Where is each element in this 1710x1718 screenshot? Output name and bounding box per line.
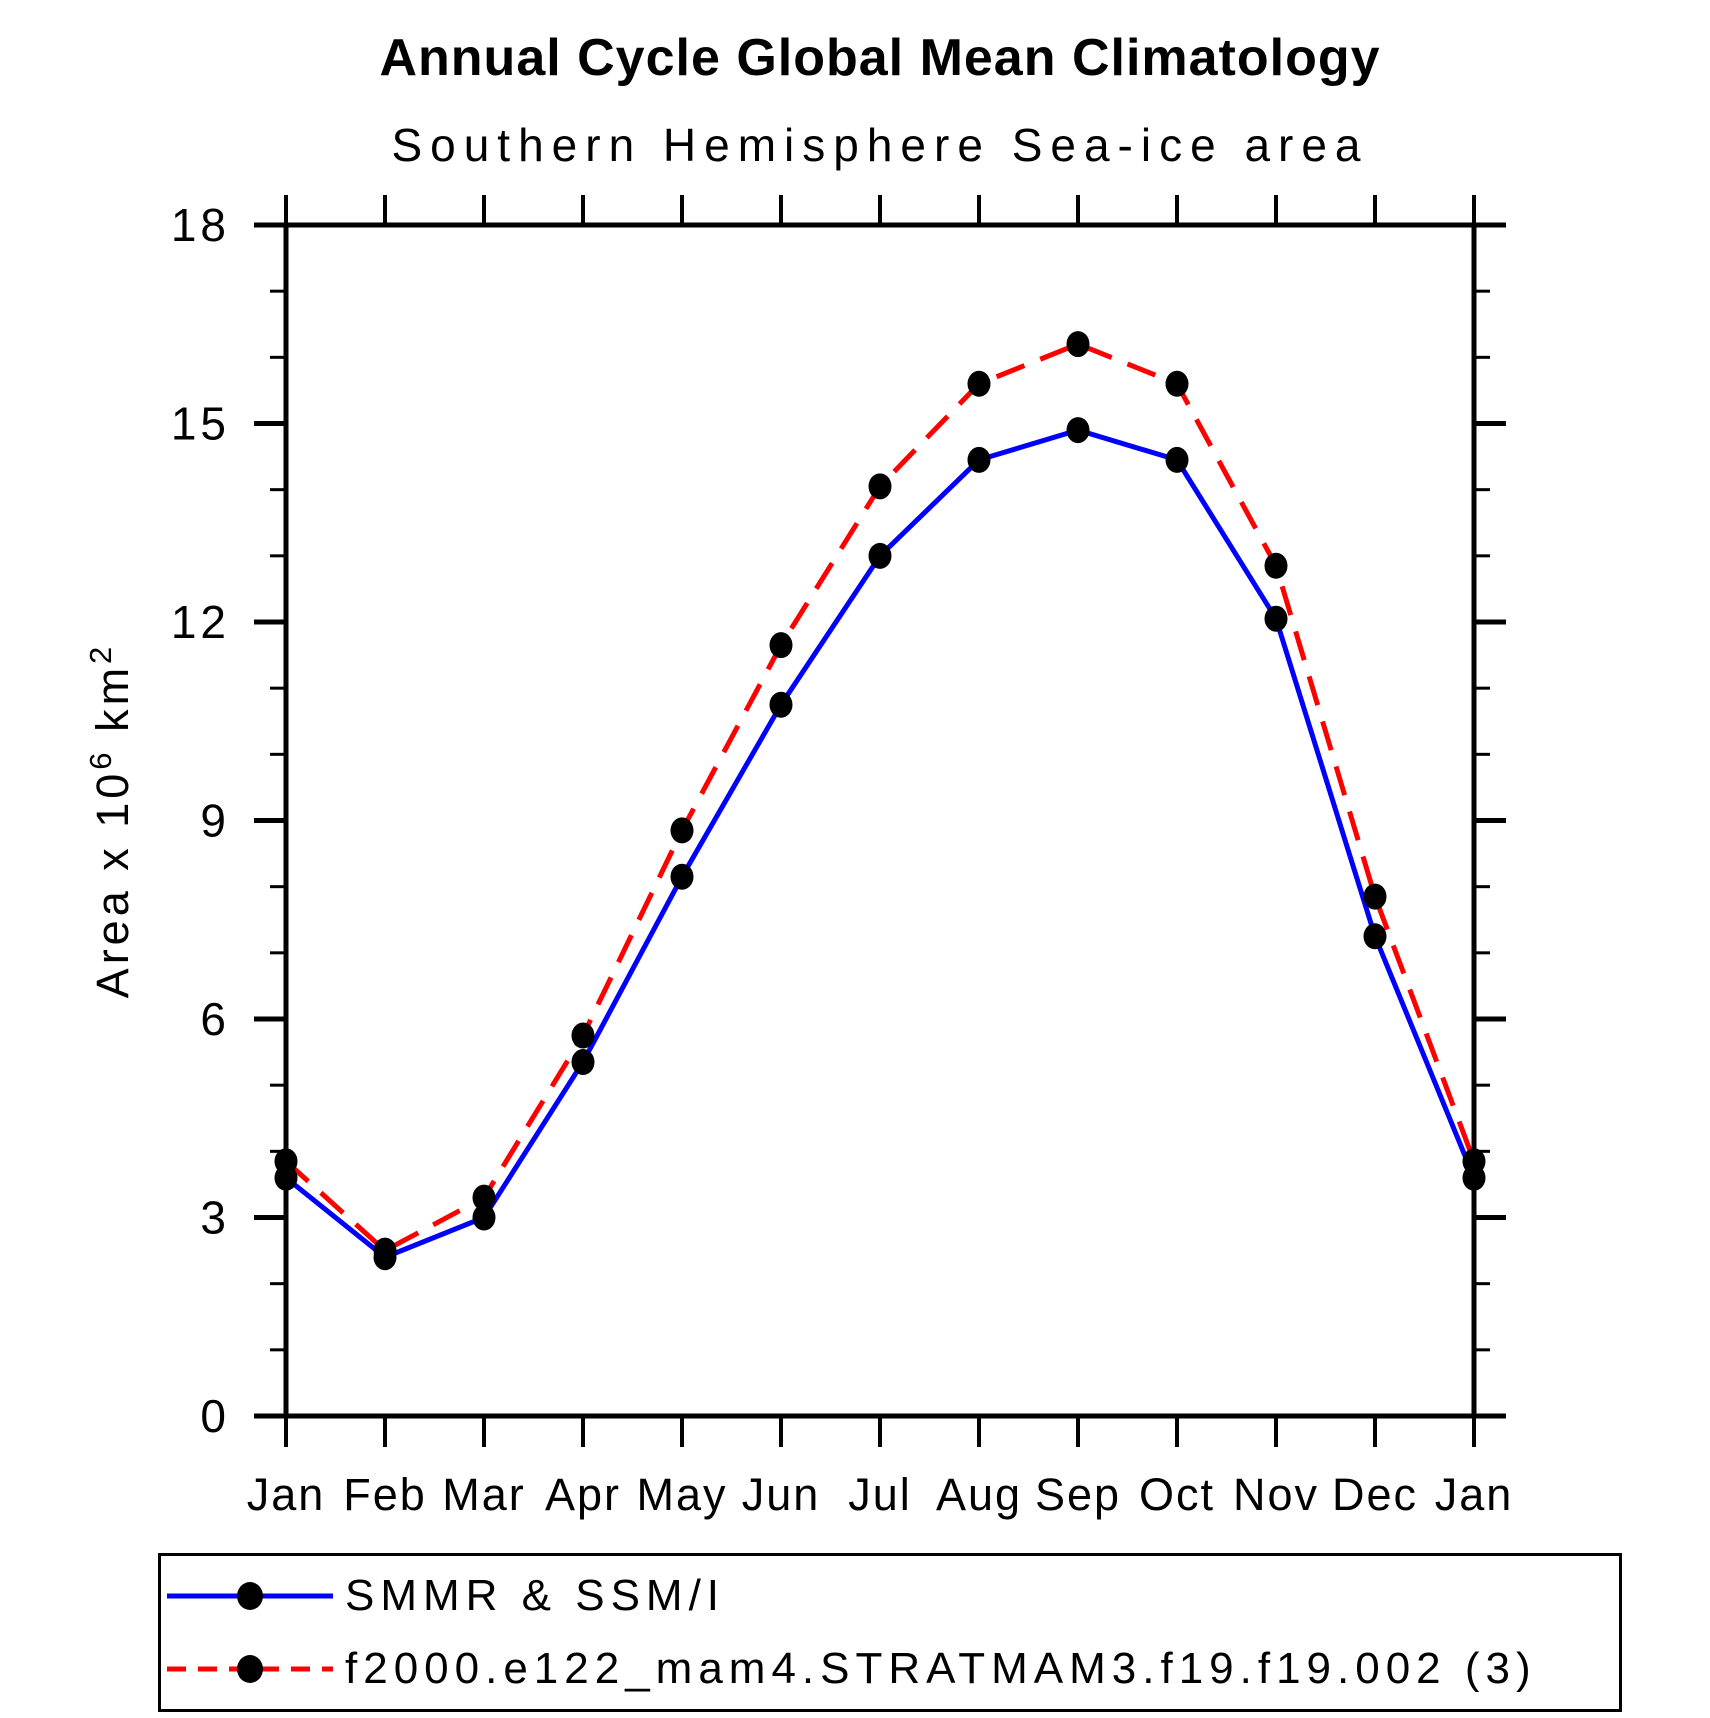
y-axis-tick-label: 3 bbox=[200, 1192, 230, 1244]
data-point-marker bbox=[1462, 1148, 1486, 1175]
data-point-marker bbox=[670, 817, 694, 844]
x-axis-month-label: Dec bbox=[1332, 1469, 1418, 1520]
y-axis-tick-label: 18 bbox=[171, 199, 230, 251]
legend-label-model: f2000.e122_mam4.STRATMAM3.f19.f19.002 (3… bbox=[345, 1644, 1537, 1693]
x-axis-month-label: May bbox=[636, 1469, 727, 1520]
data-point-marker bbox=[967, 370, 991, 397]
data-point-marker bbox=[1363, 883, 1387, 910]
legend-box: SMMR & SSM/I f2000.e122_mam4.STRATMAM3.f… bbox=[158, 1553, 1622, 1712]
data-point-marker bbox=[769, 691, 793, 718]
x-axis-month-label: Apr bbox=[545, 1469, 621, 1520]
data-point-marker bbox=[1066, 331, 1090, 358]
x-axis-month-label: Sep bbox=[1035, 1469, 1121, 1520]
legend-label-smmr: SMMR & SSM/I bbox=[345, 1571, 726, 1620]
data-point-marker bbox=[670, 863, 694, 890]
data-point-marker bbox=[1264, 605, 1288, 632]
y-axis-tick-label: 15 bbox=[171, 398, 230, 450]
data-point-marker bbox=[571, 1049, 595, 1076]
x-axis-month-label: Mar bbox=[442, 1469, 526, 1520]
data-point-marker bbox=[868, 542, 892, 569]
data-point-marker bbox=[868, 473, 892, 500]
legend-line-sample-dashed bbox=[167, 1655, 333, 1683]
x-axis-month-label: Jul bbox=[848, 1469, 912, 1520]
legend-line-sample-solid bbox=[167, 1582, 333, 1610]
data-point-marker bbox=[472, 1204, 496, 1231]
data-point-marker bbox=[571, 1022, 595, 1049]
x-axis-month-label: Jan bbox=[247, 1469, 326, 1520]
y-axis-tick-label: 9 bbox=[200, 795, 230, 847]
data-point-marker bbox=[967, 446, 991, 473]
data-point-marker bbox=[1363, 923, 1387, 950]
data-point-marker bbox=[1264, 552, 1288, 579]
x-axis-month-label: Jan bbox=[1435, 1469, 1514, 1520]
chart-plot-area: 0 3 6 9 12 15 18 Jan Feb Mar Apr May Jun Jul Aug Sep Oct… bbox=[83, 195, 1514, 1520]
data-point-marker bbox=[1066, 417, 1090, 444]
chart-title: Annual Cycle Global Mean Climatology bbox=[379, 29, 1381, 87]
legend-row-model: f2000.e122_mam4.STRATMAM3.f19.f19.002 (3… bbox=[161, 1636, 1619, 1702]
legend-row-smmr: SMMR & SSM/I bbox=[161, 1563, 1619, 1629]
data-point-marker bbox=[274, 1148, 298, 1175]
data-point-marker bbox=[472, 1184, 496, 1211]
data-point-marker bbox=[373, 1237, 397, 1264]
chart-subtitle: Southern Hemisphere Sea-ice area bbox=[391, 119, 1369, 171]
data-point-marker bbox=[1165, 446, 1189, 473]
x-axis-month-label: Aug bbox=[936, 1469, 1022, 1520]
x-axis-month-label: Oct bbox=[1139, 1469, 1215, 1520]
y-axis-tick-label: 0 bbox=[200, 1390, 230, 1442]
x-axis-month-label: Jun bbox=[742, 1469, 821, 1520]
legend-sample-marker bbox=[237, 1582, 263, 1610]
legend-sample-marker bbox=[237, 1655, 263, 1683]
x-axis-month-label: Feb bbox=[343, 1469, 427, 1520]
data-point-marker bbox=[1165, 370, 1189, 397]
y-axis-title: Area x 106 km2 bbox=[83, 643, 138, 999]
y-axis-tick-label: 6 bbox=[200, 993, 230, 1045]
plot-frame bbox=[283, 222, 1477, 1419]
y-axis-tick-label: 12 bbox=[171, 596, 230, 648]
x-axis-month-label: Nov bbox=[1233, 1469, 1319, 1520]
data-point-marker bbox=[769, 632, 793, 659]
